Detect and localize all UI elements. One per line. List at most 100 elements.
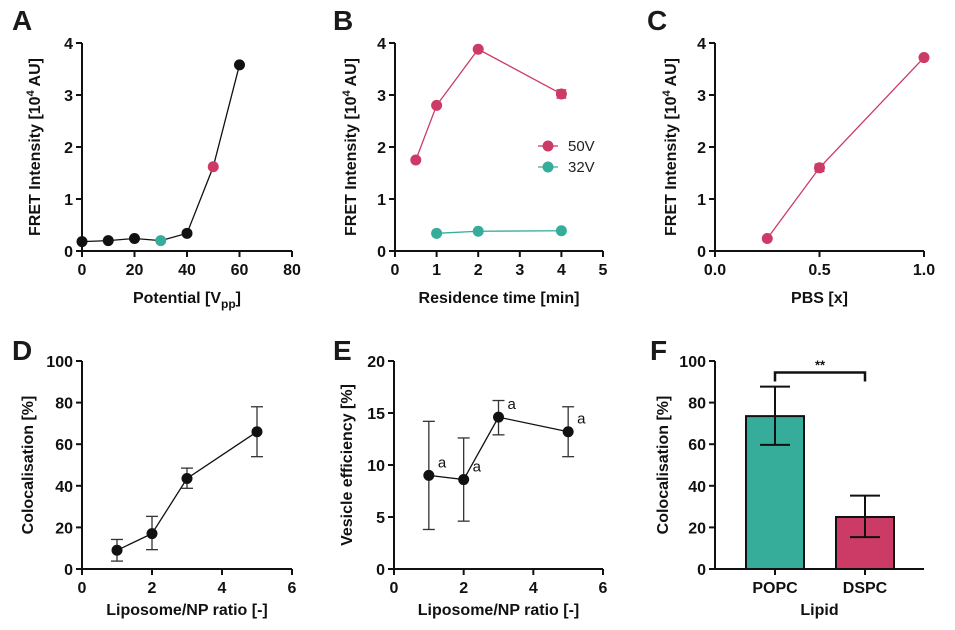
series-line — [81, 64, 241, 243]
series-line — [436, 230, 562, 234]
y-axis-title-end: AU] — [343, 58, 360, 90]
x-tick-label: 0 — [390, 580, 399, 597]
data-point — [555, 225, 567, 237]
y-axis-title: Colocalisation [%] — [655, 396, 672, 535]
x-tick-label: 2 — [474, 262, 483, 279]
y-tick-label: 80 — [688, 396, 706, 413]
y-tick-label: 5 — [376, 510, 385, 527]
x-tick-label: 4 — [529, 580, 538, 597]
y-tick-label: 0 — [64, 562, 73, 579]
significance-label: ** — [815, 357, 826, 372]
y-axis-title-end: AU] — [27, 58, 44, 90]
series-potential-sweep — [76, 59, 245, 248]
data-point — [111, 544, 123, 556]
y-tick-label: 60 — [55, 437, 73, 454]
data-point — [423, 469, 435, 481]
data-point — [146, 528, 158, 540]
x-tick-label: POPC — [752, 580, 798, 597]
x-tick-label: 1 — [432, 262, 441, 279]
y-axis-title: FRET Intensity [104 AU] — [25, 58, 44, 236]
x-axis-title: Residence time [min] — [419, 290, 580, 307]
y-tick-label: 2 — [64, 140, 73, 157]
y-axis-title: FRET Intensity [104 AU] — [661, 58, 680, 236]
panel-b: B 0 1 2 3 4 0 1 2 3 4 5 Residence time [min] FRET Int… — [333, 5, 608, 307]
y-axis-title-end: AU] — [663, 58, 680, 90]
legend-marker — [542, 140, 554, 152]
y-tick-label: 1 — [697, 192, 706, 209]
legend-label: 32V — [568, 159, 595, 176]
data-point — [761, 233, 773, 245]
data-point — [431, 227, 443, 239]
point-annotation: a — [577, 411, 586, 428]
x-tick-label: 40 — [178, 262, 196, 279]
x-tick-label: 80 — [283, 262, 301, 279]
y-tick-label: 0 — [697, 244, 706, 261]
y-tick-label: 10 — [367, 458, 385, 475]
y-tick-label: 0 — [64, 244, 73, 261]
panel-c: C 0 1 2 3 4 0.0 0.5 1.0 PBS [x] FRET Intensity [10… — [647, 5, 935, 307]
data-point — [410, 154, 422, 166]
data-point — [207, 161, 219, 173]
data-point — [458, 474, 470, 486]
data-point — [251, 426, 263, 438]
x-tick-label: 5 — [599, 262, 608, 279]
data-point — [129, 233, 140, 245]
data-point — [918, 52, 930, 64]
series-pbs — [761, 52, 930, 245]
x-tick-label: 2 — [459, 580, 468, 597]
data-point — [155, 235, 167, 247]
y-axis-title: Colocalisation [%] — [20, 396, 37, 535]
x-axis-title: Liposome/NP ratio [-] — [418, 602, 580, 619]
y-tick-label: 0 — [377, 244, 386, 261]
data-point — [234, 59, 245, 71]
x-tick-label: 0 — [391, 262, 400, 279]
panel-letter: F — [650, 335, 667, 366]
x-tick-label: 0.5 — [808, 262, 830, 279]
significance-bracket: ** — [773, 357, 867, 382]
x-axis-title-subscript: pp — [221, 297, 236, 311]
y-tick-label: 60 — [688, 437, 706, 454]
point-annotation: a — [473, 459, 482, 476]
panel-letter: E — [333, 335, 352, 366]
x-tick-label: 3 — [515, 262, 524, 279]
y-axis-title-superscript: 4 — [341, 89, 353, 96]
y-tick-label: 40 — [688, 479, 706, 496]
point-annotation: a — [438, 454, 447, 471]
data-point — [102, 235, 114, 247]
x-tick-label: 2 — [148, 580, 157, 597]
y-tick-label: 4 — [377, 36, 386, 53]
data-point — [431, 99, 443, 111]
x-tick-label: 0 — [78, 580, 87, 597]
x-axis-title: Liposome/NP ratio [-] — [106, 602, 268, 619]
y-tick-label: 20 — [688, 520, 706, 537]
panel-d: D 0 20 40 60 80 100 0 2 4 6 Liposome/NP ratio [-] Co… — [12, 335, 297, 619]
data-point — [493, 411, 504, 423]
x-axis-title: Lipid — [800, 602, 838, 619]
y-tick-label: 3 — [377, 88, 386, 105]
x-tick-label: 4 — [218, 580, 227, 597]
panel-e: E 0 5 10 15 20 0 2 4 6 Liposome/NP ratio [-] Vesicl… — [333, 335, 608, 619]
series-vesicle-efficiency: a a a a — [422, 396, 586, 531]
panel-letter: C — [647, 5, 667, 36]
series-line — [766, 57, 925, 239]
legend-label: 50V — [568, 138, 595, 155]
data-point — [181, 473, 193, 485]
y-axis-title: Vesicle efficiency [%] — [339, 384, 356, 546]
data-point — [472, 43, 484, 55]
legend-marker — [542, 161, 554, 173]
x-tick-label: DSPC — [843, 580, 888, 597]
panel-letter: A — [12, 5, 32, 36]
y-tick-label: 0 — [697, 562, 706, 579]
y-tick-label: 20 — [55, 520, 73, 537]
panel-f: F 0 20 40 60 80 100 Lipid Colocalisation [%] POPC… — [650, 335, 924, 619]
y-tick-label: 2 — [697, 140, 706, 157]
series-50v — [410, 43, 567, 166]
x-tick-label: 0.0 — [704, 262, 726, 279]
x-tick-label: 1.0 — [913, 262, 935, 279]
y-tick-label: 3 — [64, 88, 73, 105]
series-line — [116, 431, 258, 551]
series-line — [415, 48, 562, 161]
y-tick-label: 1 — [64, 192, 73, 209]
point-annotation: a — [508, 396, 517, 413]
